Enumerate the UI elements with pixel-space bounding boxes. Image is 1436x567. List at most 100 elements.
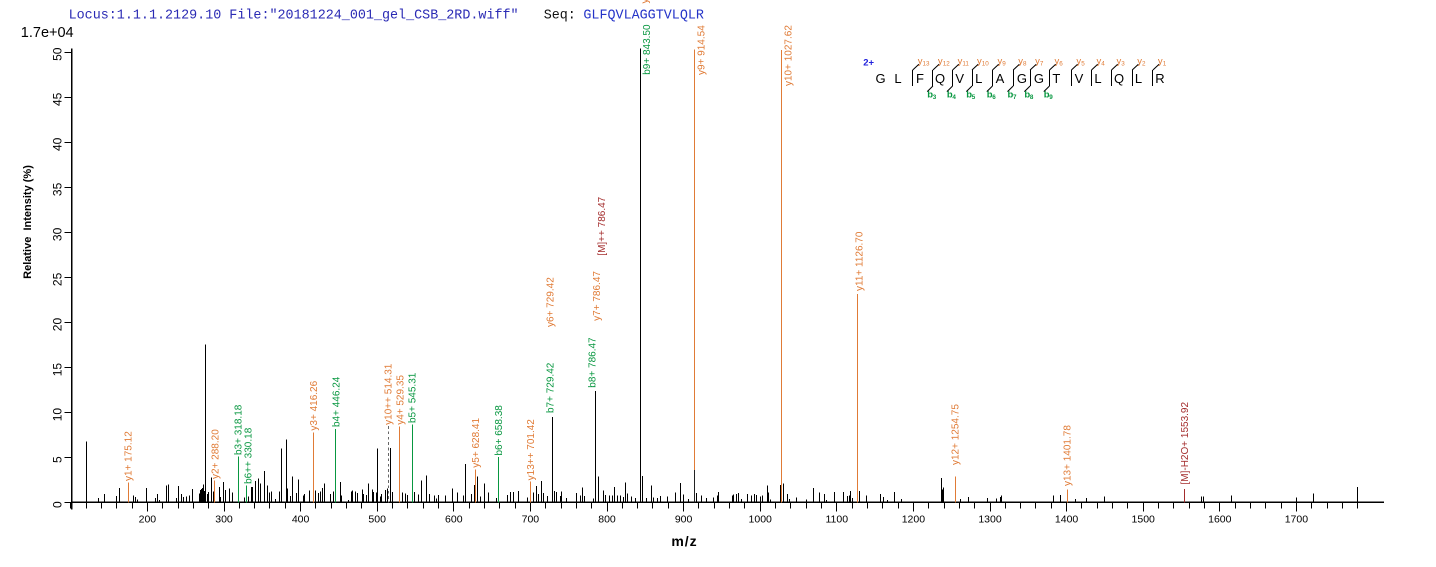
svg-text:y12+ 1254.75: y12+ 1254.75 — [951, 404, 962, 465]
svg-text:9: 9 — [1002, 60, 1006, 67]
svg-text:y13++ 701.42: y13++ 701.42 — [526, 419, 537, 481]
svg-text:G: G — [1017, 71, 1027, 86]
svg-text:y2+ 288.20: y2+ 288.20 — [210, 429, 221, 479]
svg-text:600: 600 — [445, 514, 463, 526]
svg-text:y: y — [998, 56, 1003, 67]
svg-text:A: A — [996, 71, 1005, 86]
svg-text:25: 25 — [50, 272, 64, 286]
svg-text:1100: 1100 — [826, 514, 849, 526]
svg-text:1: 1 — [1163, 60, 1167, 67]
svg-text:800: 800 — [598, 514, 616, 526]
svg-text:b: b — [1024, 90, 1030, 101]
svg-text:y: y — [1018, 56, 1023, 67]
svg-text:F: F — [916, 71, 924, 86]
svg-text:7: 7 — [1013, 94, 1017, 101]
svg-text:6: 6 — [1059, 60, 1063, 67]
svg-text:b: b — [1044, 90, 1050, 101]
svg-text:1500: 1500 — [1132, 514, 1156, 526]
svg-text:300: 300 — [215, 514, 233, 526]
svg-text:2: 2 — [1142, 60, 1146, 67]
svg-text:1400: 1400 — [1055, 514, 1079, 526]
svg-text:400: 400 — [292, 514, 310, 526]
svg-text:35: 35 — [50, 182, 64, 196]
svg-text:y1+ 175.12: y1+ 175.12 — [124, 431, 135, 481]
svg-text:10: 10 — [982, 60, 990, 67]
svg-text:0: 0 — [50, 501, 64, 508]
svg-text:m/z: m/z — [671, 533, 697, 549]
svg-text:1700: 1700 — [1285, 514, 1309, 526]
svg-text:G: G — [1034, 71, 1044, 86]
svg-text:8: 8 — [1030, 94, 1034, 101]
svg-text:1.7e+04: 1.7e+04 — [21, 25, 74, 41]
svg-text:y: y — [958, 56, 963, 67]
svg-text:3: 3 — [1121, 60, 1125, 67]
svg-text:Relative Intensity (%): Relative Intensity (%) — [22, 165, 34, 279]
svg-text:9: 9 — [1049, 94, 1053, 101]
svg-text:y: y — [1137, 56, 1142, 67]
svg-text:20: 20 — [50, 318, 64, 332]
svg-text:900: 900 — [675, 514, 693, 526]
svg-text:5: 5 — [1081, 60, 1085, 67]
svg-text:y13+ 1401.78: y13+ 1401.78 — [1063, 425, 1074, 486]
svg-text:Q: Q — [1114, 71, 1124, 86]
svg-text:5: 5 — [50, 456, 64, 463]
svg-text:b3+ 318.18: b3+ 318.18 — [233, 404, 244, 455]
svg-text:4: 4 — [952, 94, 956, 101]
svg-text:b: b — [927, 90, 933, 101]
svg-text:13: 13 — [923, 60, 931, 67]
svg-text:y7+ 786.47: y7+ 786.47 — [592, 271, 603, 321]
svg-text:b8+ 786.47: b8+ 786.47 — [587, 337, 598, 388]
svg-text:y8+ 843.55: y8+ 843.55 — [640, 0, 651, 4]
svg-text:y: y — [1076, 56, 1081, 67]
svg-text:y: y — [1158, 56, 1163, 67]
svg-text:b6++ 330.18: b6++ 330.18 — [243, 427, 254, 484]
svg-text:y: y — [1117, 56, 1122, 67]
svg-text:5: 5 — [972, 94, 976, 101]
svg-text:b9+ 843.50: b9+ 843.50 — [642, 24, 653, 75]
svg-text:y11+ 1126.70: y11+ 1126.70 — [854, 231, 865, 291]
svg-text:b: b — [987, 90, 993, 101]
svg-text:V: V — [955, 71, 964, 86]
svg-text:12: 12 — [943, 60, 951, 67]
svg-text:L: L — [1135, 71, 1142, 86]
svg-text:10: 10 — [50, 408, 64, 422]
svg-text:T: T — [1052, 71, 1060, 86]
svg-text:G: G — [875, 71, 885, 86]
svg-text:4: 4 — [1101, 60, 1105, 67]
svg-text:8: 8 — [1023, 60, 1027, 67]
svg-text:y: y — [1055, 56, 1060, 67]
svg-text:R: R — [1155, 71, 1164, 86]
svg-text:Locus:1.1.1.2129.10 File:"2018: Locus:1.1.1.2129.10 File:"20181224_001_g… — [69, 8, 519, 23]
svg-text:L: L — [1094, 71, 1101, 86]
svg-text:y: y — [1097, 56, 1102, 67]
svg-text:11: 11 — [962, 60, 969, 67]
svg-text:Q: Q — [935, 71, 945, 86]
svg-text:Seq:: Seq: — [544, 8, 576, 23]
svg-text:[M]-H2O+ 1553.92: [M]-H2O+ 1553.92 — [1180, 402, 1191, 485]
svg-text:1000: 1000 — [749, 514, 773, 526]
svg-text:45: 45 — [50, 92, 64, 106]
svg-text:GLFQVLAGGTVLQLR: GLFQVLAGGTVLQLR — [583, 8, 704, 23]
svg-text:50: 50 — [50, 47, 64, 61]
svg-text:b6+ 658.38: b6+ 658.38 — [494, 405, 505, 456]
svg-text:3: 3 — [933, 94, 937, 101]
svg-text:y10++ 514.31: y10++ 514.31 — [384, 363, 395, 425]
svg-text:700: 700 — [522, 514, 540, 526]
svg-text:y9+ 914.54: y9+ 914.54 — [696, 25, 707, 75]
svg-text:y: y — [1035, 56, 1040, 67]
svg-text:15: 15 — [50, 363, 64, 377]
svg-text:y6+ 729.42: y6+ 729.42 — [546, 277, 557, 327]
svg-text:y: y — [977, 56, 982, 67]
svg-text:y10+ 1027.62: y10+ 1027.62 — [783, 25, 794, 86]
svg-text:b5+ 545.31: b5+ 545.31 — [408, 372, 419, 423]
svg-text:500: 500 — [368, 514, 386, 526]
svg-text:b4+ 446.24: b4+ 446.24 — [331, 376, 342, 427]
svg-text:L: L — [975, 71, 982, 86]
svg-text:6: 6 — [992, 94, 996, 101]
svg-text:b: b — [966, 90, 972, 101]
svg-text:30: 30 — [50, 227, 64, 241]
svg-text:2+: 2+ — [863, 58, 874, 69]
svg-text:40: 40 — [50, 137, 64, 151]
svg-text:7: 7 — [1040, 60, 1044, 67]
svg-text:b: b — [1008, 90, 1014, 101]
